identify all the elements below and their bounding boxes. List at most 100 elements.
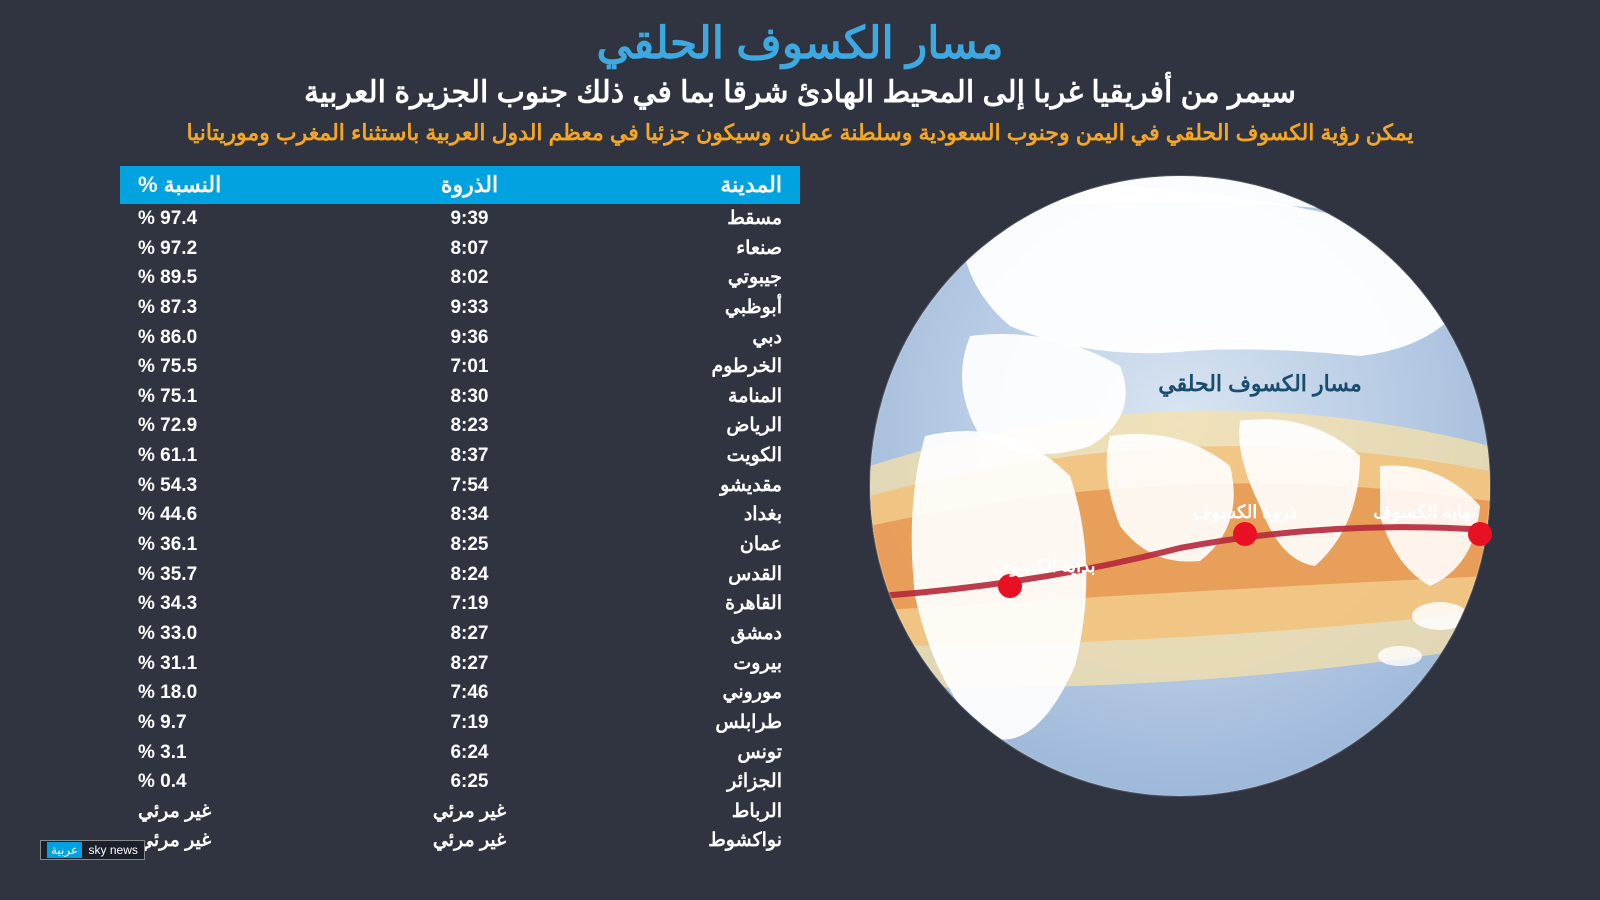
cell-pct: % 3.1: [120, 738, 360, 768]
col-header-pct: النسبة %: [120, 166, 360, 204]
cell-pct: % 0.4: [120, 767, 360, 797]
cell-city: مقديشو: [579, 471, 800, 501]
table-row: جيبوتي8:02% 89.5: [120, 263, 800, 293]
data-table: المدينة الذروة النسبة % مسقط9:39% 97.4صن…: [120, 166, 800, 856]
table-row: دمشق8:27% 33.0: [120, 619, 800, 649]
cell-peak: 8:34: [360, 500, 580, 530]
eclipse-path-label: مسار الكسوف الحلقي: [1158, 371, 1362, 397]
col-header-peak: الذروة: [360, 166, 580, 204]
cell-city: الرياض: [579, 411, 800, 441]
marker-start-label: بداية الكسوف: [992, 556, 1096, 577]
cell-pct: % 75.5: [120, 352, 360, 382]
cell-pct: % 31.1: [120, 649, 360, 679]
marker-end-label: نهاية الكسوف: [1373, 502, 1476, 523]
page-title: مسار الكسوف الحلقي: [0, 18, 1600, 69]
cell-city: بيروت: [579, 649, 800, 679]
cell-city: طرابلس: [579, 708, 800, 738]
cell-peak: 9:33: [360, 293, 580, 323]
cell-city: الخرطوم: [579, 352, 800, 382]
marker-peak-label: ذروة الكسوف: [1193, 502, 1297, 523]
table-row: طرابلس7:19% 9.7: [120, 708, 800, 738]
cell-city: بغداد: [579, 500, 800, 530]
cell-peak: 7:54: [360, 471, 580, 501]
table-row: المنامة8:30% 75.1: [120, 382, 800, 412]
cell-peak: 6:25: [360, 767, 580, 797]
cell-pct: % 75.1: [120, 382, 360, 412]
table-row: الجزائر6:25% 0.4: [120, 767, 800, 797]
cell-city: أبوظبي: [579, 293, 800, 323]
table-row: تونس6:24% 3.1: [120, 738, 800, 768]
cell-peak: 8:24: [360, 560, 580, 590]
table-row: أبوظبي9:33% 87.3: [120, 293, 800, 323]
cell-city: دبي: [579, 323, 800, 353]
table-row: مقديشو7:54% 54.3: [120, 471, 800, 501]
cell-pct: % 72.9: [120, 411, 360, 441]
cell-city: الرباط: [579, 797, 800, 827]
cell-pct: غير مرئي: [120, 826, 360, 856]
cell-peak: 7:01: [360, 352, 580, 382]
eclipse-table: المدينة الذروة النسبة % مسقط9:39% 97.4صن…: [120, 166, 800, 856]
table-header-row: المدينة الذروة النسبة %: [120, 166, 800, 204]
table-row: الرياض8:23% 72.9: [120, 411, 800, 441]
cell-city: موروني: [579, 678, 800, 708]
table-row: القدس8:24% 35.7: [120, 560, 800, 590]
cell-city: صنعاء: [579, 234, 800, 264]
cell-peak: 7:46: [360, 678, 580, 708]
cell-city: عمان: [579, 530, 800, 560]
table-row: عمان8:25% 36.1: [120, 530, 800, 560]
col-header-city: المدينة: [579, 166, 800, 204]
table-row: بيروت8:27% 31.1: [120, 649, 800, 679]
land-island-2: [1378, 646, 1422, 666]
cell-city: القاهرة: [579, 589, 800, 619]
cell-city: نواكشوط: [579, 826, 800, 856]
table-row: مسقط9:39% 97.4: [120, 204, 800, 234]
cell-city: الكويت: [579, 441, 800, 471]
cell-peak: 8:27: [360, 649, 580, 679]
source-logo: sky news عربية: [40, 840, 145, 860]
table-row: نواكشوطغير مرئيغير مرئي: [120, 826, 800, 856]
cell-city: جيبوتي: [579, 263, 800, 293]
cell-pct: % 97.4: [120, 204, 360, 234]
cell-peak: 6:24: [360, 738, 580, 768]
cell-pct: % 36.1: [120, 530, 360, 560]
table-row: موروني7:46% 18.0: [120, 678, 800, 708]
cell-pct: غير مرئي: [120, 797, 360, 827]
cell-peak: 8:23: [360, 411, 580, 441]
page-subtitle: سيمر من أفريقيا غربا إلى المحيط الهادئ ش…: [0, 75, 1600, 110]
cell-pct: % 9.7: [120, 708, 360, 738]
globe-svg: مسار الكسوف الحلقي بداية الكسوف ذروة الك…: [840, 166, 1520, 806]
page-description: يمكن رؤية الكسوف الحلقي في اليمن وجنوب ا…: [0, 120, 1600, 146]
cell-pct: % 33.0: [120, 619, 360, 649]
table-row: القاهرة7:19% 34.3: [120, 589, 800, 619]
cell-peak: 8:27: [360, 619, 580, 649]
marker-end-dot: [1468, 522, 1492, 546]
cell-city: مسقط: [579, 204, 800, 234]
logo-brand: sky news: [89, 843, 138, 857]
cell-pct: % 18.0: [120, 678, 360, 708]
cell-city: دمشق: [579, 619, 800, 649]
cell-peak: 8:30: [360, 382, 580, 412]
cell-peak: 9:36: [360, 323, 580, 353]
cell-peak: غير مرئي: [360, 826, 580, 856]
marker-start-dot: [998, 574, 1022, 598]
cell-peak: غير مرئي: [360, 797, 580, 827]
cell-pct: % 44.6: [120, 500, 360, 530]
cell-peak: 8:37: [360, 441, 580, 471]
cell-peak: 9:39: [360, 204, 580, 234]
cell-city: القدس: [579, 560, 800, 590]
cell-city: المنامة: [579, 382, 800, 412]
cell-pct: % 87.3: [120, 293, 360, 323]
cell-pct: % 86.0: [120, 323, 360, 353]
cell-pct: % 34.3: [120, 589, 360, 619]
marker-peak-dot: [1233, 522, 1257, 546]
cell-pct: % 61.1: [120, 441, 360, 471]
table-body: مسقط9:39% 97.4صنعاء8:07% 97.2جيبوتي8:02%…: [120, 204, 800, 856]
table-row: الخرطوم7:01% 75.5: [120, 352, 800, 382]
table-row: الكويت8:37% 61.1: [120, 441, 800, 471]
land-island-1: [1412, 602, 1468, 630]
table-row: صنعاء8:07% 97.2: [120, 234, 800, 264]
globe-map: مسار الكسوف الحلقي بداية الكسوف ذروة الك…: [840, 166, 1520, 806]
cell-peak: 8:07: [360, 234, 580, 264]
cell-peak: 7:19: [360, 708, 580, 738]
cell-peak: 7:19: [360, 589, 580, 619]
